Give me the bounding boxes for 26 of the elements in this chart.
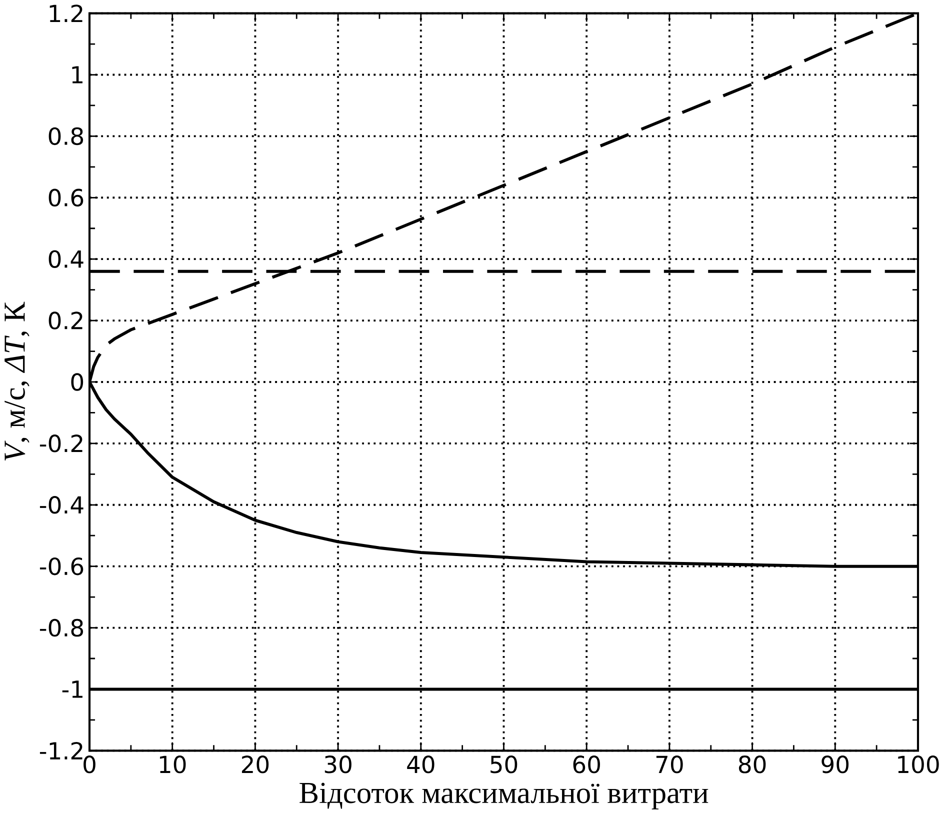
y-tick-label: 0 <box>71 373 84 391</box>
x-tick-label: 50 <box>490 756 518 774</box>
x-tick-label: 0 <box>84 756 96 774</box>
x-tick-label: 40 <box>407 756 434 774</box>
x-tick-label: 70 <box>656 756 683 774</box>
y-tick-label: 1 <box>72 66 82 84</box>
y-tick-label: -0.4 <box>40 496 84 514</box>
x-tick-label: 20 <box>242 756 269 774</box>
y-tick-label: -0.2 <box>40 434 82 452</box>
y-axis-title: V, м/с, ΔT, К <box>4 302 30 461</box>
y-tick-label: 0.2 <box>48 312 82 330</box>
x-axis-title: Відсоток максимальної витрати <box>300 782 708 810</box>
y-tick-label: -0.6 <box>40 557 84 576</box>
y-tick-label: 0.4 <box>48 250 84 268</box>
y-tick-label: -1 <box>62 680 82 698</box>
y-tick-label: -0.8 <box>40 618 84 637</box>
y-tick-label: 0.8 <box>48 127 84 146</box>
y-tick-label: 1.2 <box>50 4 82 22</box>
x-tick-label: 100 <box>898 756 939 774</box>
x-tick-label: 30 <box>324 756 352 774</box>
x-tick-label: 60 <box>573 756 600 774</box>
x-tick-label: 90 <box>822 756 849 774</box>
x-tick-label: 10 <box>160 756 186 774</box>
y-tick-label: 0.6 <box>48 188 84 207</box>
y-tick-label: -1.2 <box>40 742 82 760</box>
x-tick-label: 80 <box>738 756 766 774</box>
